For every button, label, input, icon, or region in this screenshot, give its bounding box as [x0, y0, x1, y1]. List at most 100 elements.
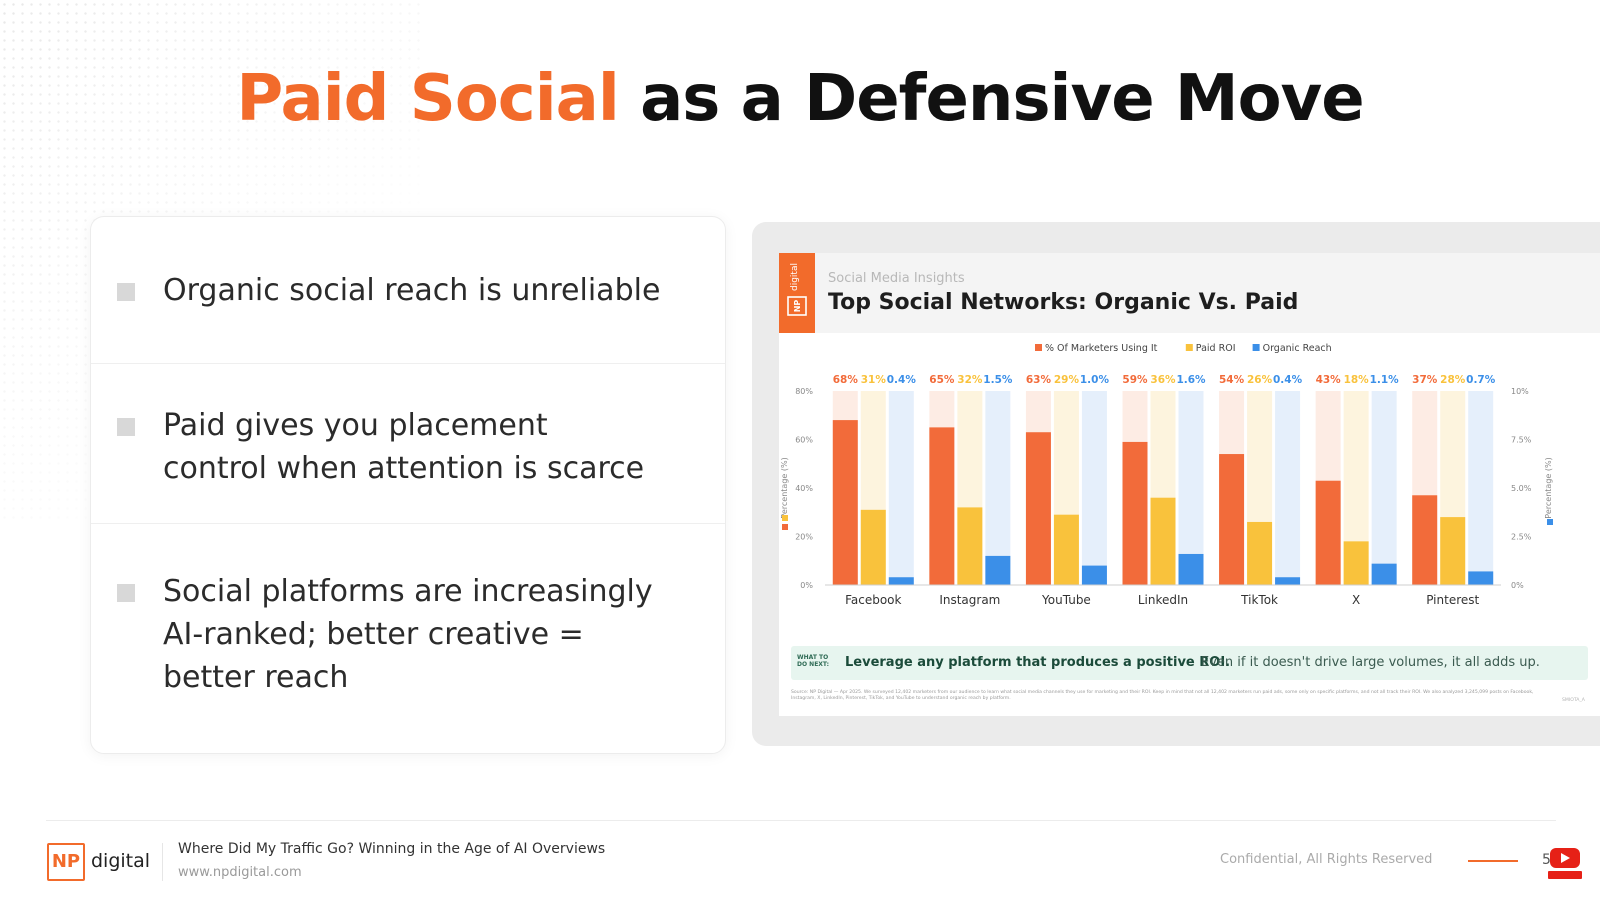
y-left-axis-swatch	[782, 524, 788, 530]
bar-value-label: 29%	[1054, 374, 1080, 386]
bar-linkedin-2	[1178, 553, 1204, 585]
y-right-tick-label: 0%	[1511, 581, 1524, 590]
np-digital-vertical-logo: NP digital	[779, 253, 815, 333]
what-to-do-next-banner: WHAT TO DO NEXT: Leverage any platform t…	[791, 646, 1588, 680]
footer-accent-dash	[1468, 860, 1518, 862]
bullet-text: Paid gives you placement control when at…	[163, 408, 645, 486]
source-id: SMIOTA_A	[1562, 698, 1585, 703]
np-logo-wordmark: digital	[91, 850, 151, 872]
y-right-axis-label: Percentage (%)	[1544, 457, 1553, 518]
bar-track	[888, 391, 914, 585]
np-logo: NP	[47, 843, 85, 881]
y-left-tick-label: 60%	[795, 436, 813, 445]
legend-swatch-0	[1035, 344, 1042, 351]
bar-youtube-1	[1053, 514, 1079, 585]
note-tail-text: Even if it doesn't drive large volumes, …	[1201, 655, 1540, 670]
bar-youtube-2	[1081, 565, 1107, 585]
bar-value-label: 63%	[1026, 374, 1052, 386]
chart-card-header	[779, 253, 1600, 333]
bar-value-label: 1.5%	[983, 374, 1013, 386]
footer-presentation-title: Where Did My Traffic Go? Winning in the …	[178, 841, 606, 857]
bar-track	[1178, 391, 1204, 585]
x-tick-label: X	[1352, 593, 1360, 607]
bar-value-label: 18%	[1344, 374, 1370, 386]
bar-track	[1275, 391, 1301, 585]
bar-youtube-0	[1025, 432, 1051, 585]
bar-chart: % Of Marketers Using It Paid ROI Organic R…	[780, 343, 1553, 607]
footer-url: www.npdigital.com	[178, 865, 302, 880]
bar-value-label: 1.1%	[1370, 374, 1400, 386]
x-tick-label: Instagram	[939, 593, 1000, 607]
bar-value-label: 59%	[1122, 374, 1148, 386]
chart-title: Top Social Networks: Organic Vs. Paid	[828, 290, 1299, 315]
bullet-square-icon	[117, 418, 135, 436]
chart-subtitle: Social Media Insights	[828, 271, 965, 286]
bullet-card: Organic social reach is unreliable Paid …	[90, 216, 726, 754]
footer-divider	[46, 820, 1556, 821]
bar-instagram-1	[957, 507, 983, 585]
svg-text:digital: digital	[790, 263, 800, 291]
bar-tiktok-2	[1275, 577, 1301, 585]
bullet-square-icon	[117, 584, 135, 602]
bar-instagram-2	[985, 555, 1011, 585]
bar-value-label: 28%	[1440, 374, 1466, 386]
bar-facebook-1	[860, 509, 886, 585]
y-left-tick-label: 20%	[795, 533, 813, 542]
bar-value-label: 1.6%	[1176, 374, 1206, 386]
legend-label-2: Organic Reach	[1263, 343, 1332, 354]
y-left-tick-label: 80%	[795, 387, 813, 396]
what-to-do-next-tag: WHAT TO DO NEXT:	[797, 654, 830, 668]
slide-title-accent: Paid Social	[236, 62, 619, 136]
y-left-tick-label: 40%	[795, 484, 813, 493]
bar-linkedin-0	[1122, 441, 1148, 585]
legend-label-0: % Of Marketers Using It	[1045, 343, 1158, 354]
bar-value-label: 68%	[833, 374, 859, 386]
slide-title: Paid Social as a Defensive Move	[0, 62, 1600, 136]
bar-track	[985, 391, 1011, 585]
y-right-tick-label: 2.5%	[1511, 533, 1532, 542]
bar-value-label: 26%	[1247, 374, 1273, 386]
x-tick-label: Pinterest	[1426, 593, 1479, 607]
bullet-item: Organic social reach is unreliable	[91, 217, 725, 363]
legend-swatch-2	[1252, 344, 1260, 351]
source-footnote: Source: NP Digital — Apr 2025. We survey…	[791, 690, 1534, 701]
note-lead-text: Leverage any platform that produces a po…	[845, 655, 1231, 670]
bar-x-0	[1315, 480, 1341, 585]
bullet-text: Social platforms are increasingly AI-ran…	[163, 574, 653, 695]
bar-pinterest-0	[1412, 495, 1438, 585]
footer-confidential: Confidential, All Rights Reserved	[1220, 852, 1433, 867]
svg-text:NP: NP	[793, 300, 802, 313]
bar-track	[1371, 391, 1397, 585]
y-left-tick-label: 0%	[800, 581, 813, 590]
footer-separator	[162, 843, 163, 881]
legend-label-1: Paid ROI	[1196, 343, 1236, 354]
bar-tiktok-0	[1219, 454, 1245, 585]
bar-value-label: 0.7%	[1466, 374, 1496, 386]
x-tick-label: TikTok	[1240, 593, 1278, 607]
x-tick-label: LinkedIn	[1138, 593, 1188, 607]
bar-value-label: 1.0%	[1080, 374, 1110, 386]
legend-swatch-1	[1185, 344, 1193, 351]
y-left-axis-swatch	[782, 515, 788, 521]
bar-value-label: 0.4%	[1273, 374, 1303, 386]
bar-value-label: 32%	[957, 374, 983, 386]
page-number: 5	[1542, 852, 1551, 868]
bar-tiktok-1	[1247, 521, 1273, 585]
bullet-text: Organic social reach is unreliable	[163, 273, 661, 308]
bar-track	[1468, 391, 1494, 585]
bar-value-label: 36%	[1150, 374, 1176, 386]
bar-facebook-2	[888, 577, 914, 585]
bullet-item: Paid gives you placement control when at…	[91, 363, 725, 523]
bar-facebook-0	[832, 420, 858, 585]
bar-value-label: 0.4%	[887, 374, 917, 386]
bar-value-label: 43%	[1316, 374, 1342, 386]
bar-pinterest-1	[1440, 517, 1466, 585]
bullet-square-icon	[117, 283, 135, 301]
bullet-item: Social platforms are increasingly AI-ran…	[91, 523, 725, 751]
bar-x-1	[1343, 541, 1369, 585]
y-right-tick-label: 7.5%	[1511, 436, 1532, 445]
bar-track	[1081, 391, 1107, 585]
bar-x-2	[1371, 563, 1397, 585]
youtube-subscribe-icon[interactable]	[1548, 848, 1582, 880]
y-right-tick-label: 10%	[1511, 387, 1529, 396]
